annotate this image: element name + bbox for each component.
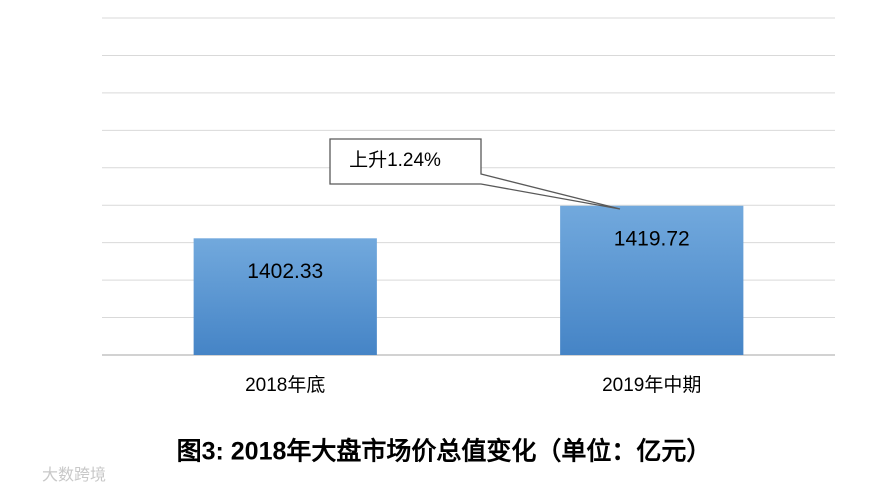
bars: [193, 205, 744, 355]
value-label: 1419.72: [614, 227, 690, 250]
bar: [560, 205, 744, 355]
bar: [193, 238, 377, 355]
annotation: 上升1.24%: [349, 149, 441, 171]
x-tick-label: 2019年中期: [602, 374, 701, 396]
watermark: 大数跨境: [42, 465, 106, 484]
x-tick-label: 2018年底: [245, 374, 325, 396]
value-label: 1402.33: [247, 260, 323, 283]
callout-box: [329, 138, 621, 210]
chart-title: 图3: 2018年大盘市场价总值变化（单位：亿元）: [177, 437, 712, 466]
